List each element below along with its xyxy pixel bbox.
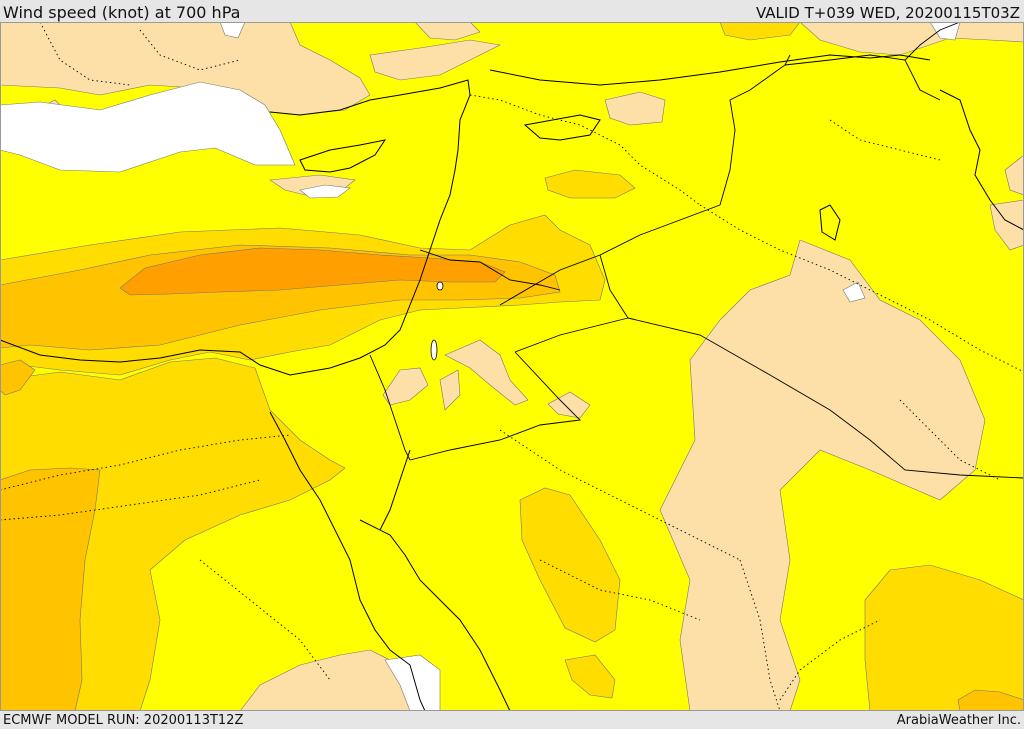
header-bar: Wind speed (knot) at 700 hPa VALID T+039… bbox=[0, 0, 1024, 22]
footer-bar: ECMWF MODEL RUN: 20200113T12Z ArabiaWeat… bbox=[0, 711, 1024, 729]
jet-core-zone bbox=[119, 247, 506, 296]
coastlines bbox=[0, 54, 1024, 711]
valid-time: VALID T+039 WED, 20200115T03Z bbox=[755, 4, 1020, 22]
credit: ArabiaWeather Inc. bbox=[896, 713, 1021, 728]
solid-borders bbox=[369, 22, 1024, 479]
wind-speed-map bbox=[0, 22, 1024, 711]
light-wind-zones bbox=[0, 22, 1024, 711]
map-title: Wind speed (knot) at 700 hPa bbox=[3, 3, 241, 22]
lakes bbox=[430, 281, 444, 361]
boundaries bbox=[0, 22, 1024, 711]
model-run: ECMWF MODEL RUN: 20200113T12Z bbox=[3, 713, 244, 728]
calm-zones bbox=[0, 22, 961, 711]
